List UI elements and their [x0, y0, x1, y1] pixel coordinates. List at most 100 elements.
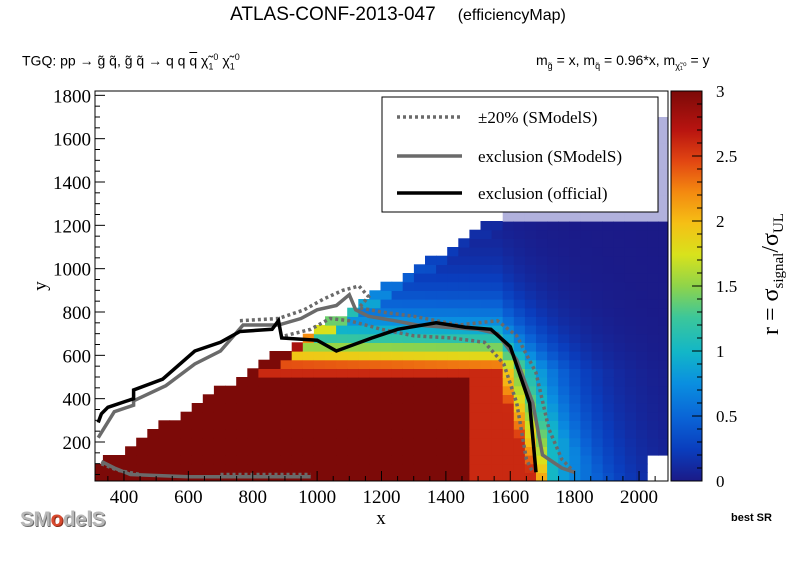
heatmap-cell: [258, 359, 271, 369]
heatmap-cell: [180, 446, 193, 456]
heatmap-cell: [158, 455, 171, 465]
heatmap-cell: [636, 394, 648, 404]
heatmap-cell: [191, 403, 204, 413]
heatmap-cell: [436, 325, 448, 335]
heatmap-cell: [158, 446, 171, 456]
heatmap-cell: [569, 403, 581, 413]
heatmap-cell: [302, 437, 315, 447]
heatmap-cell: [447, 325, 459, 335]
heatmap-cell: [336, 411, 348, 421]
heatmap-cell: [180, 463, 193, 473]
x-tick-label: 1200: [363, 487, 401, 508]
heatmap-cell: [169, 455, 182, 465]
heatmap-cell: [447, 385, 459, 395]
heatmap-cell: [302, 446, 315, 456]
heatmap-cell: [413, 403, 426, 413]
heatmap-cell: [436, 368, 448, 378]
heatmap-cell: [536, 472, 548, 481]
heatmap-cell: [413, 299, 426, 309]
heatmap-cell: [580, 299, 593, 309]
heatmap-cell: [513, 290, 526, 300]
y-tick-label: 200: [63, 433, 92, 454]
heatmap-cell: [447, 299, 459, 309]
y-tick-label: 1400: [53, 173, 91, 194]
heatmap-cell: [636, 446, 648, 456]
heatmap-cell: [524, 342, 537, 352]
heatmap-cell: [213, 463, 226, 473]
heatmap-cell: [469, 437, 482, 447]
heatmap-cell: [325, 446, 337, 456]
heatmap-cell: [202, 437, 215, 447]
heatmap-cell: [436, 472, 448, 481]
heatmap-cell: [447, 368, 459, 378]
y-tick-label: 600: [63, 346, 92, 367]
heatmap-cell: [258, 420, 271, 430]
heatmap-cell: [491, 229, 504, 239]
heatmap-cell: [347, 455, 359, 465]
heatmap-cell: [602, 255, 615, 265]
analysis-id: ATLAS-CONF-2013-047: [230, 4, 436, 25]
heatmap-cell: [280, 411, 293, 421]
heatmap-cell: [491, 403, 504, 413]
heatmap-cell: [624, 463, 637, 473]
heatmap-cell: [169, 437, 182, 447]
heatmap-cell: [547, 342, 559, 352]
heatmap-cell: [513, 437, 526, 447]
heatmap-cell: [225, 411, 237, 421]
heatmap-cell: [602, 307, 615, 317]
heatmap-cell: [369, 437, 382, 447]
heatmap-cell: [413, 455, 426, 465]
heatmap-cell: [602, 221, 615, 231]
heatmap-cell: [524, 273, 537, 283]
heatmap-cell: [558, 446, 570, 456]
heatmap-cell: [502, 247, 515, 257]
heatmap-cell: [358, 411, 370, 421]
heatmap-cell: [636, 247, 648, 257]
heatmap-cell: [191, 411, 204, 421]
heatmap-cell: [502, 273, 515, 283]
heatmap-cell: [369, 359, 382, 369]
heatmap-cell: [558, 411, 570, 421]
heatmap-cell: [602, 281, 615, 291]
heatmap-cell: [602, 212, 615, 222]
heatmap-cell: [447, 403, 459, 413]
heatmap-cell: [624, 238, 637, 248]
heatmap-cell: [391, 463, 404, 473]
heatmap-cell: [336, 377, 348, 387]
exclusion-official-line: [96, 316, 538, 473]
heatmap-cell: [402, 342, 415, 352]
heatmap-cell: [491, 307, 504, 317]
heatmap-cell: [580, 325, 593, 335]
heatmap-cell: [502, 472, 515, 481]
heatmap-cell: [658, 368, 668, 378]
heatmap-cell: [613, 463, 626, 473]
heatmap-cell: [569, 377, 581, 387]
heatmap-cell: [602, 351, 615, 361]
heatmap-cell: [236, 429, 248, 439]
heatmap-cell: [469, 455, 482, 465]
heatmap-cell: [269, 385, 282, 395]
heatmap-cell: [613, 359, 626, 369]
heatmap-cell: [580, 385, 593, 395]
heatmap-cell: [447, 377, 459, 387]
heatmap-cell: [369, 429, 382, 439]
heatmap-cell: [524, 359, 537, 369]
x-tick-label: 1400: [427, 487, 465, 508]
heatmap-cell: [369, 446, 382, 456]
heatmap-cell: [480, 429, 493, 439]
heatmap-cell: [469, 359, 482, 369]
heatmap-cell: [269, 403, 282, 413]
heatmap-cell: [402, 420, 415, 430]
heatmap-cell: [502, 221, 515, 231]
heatmap-cell: [291, 429, 304, 439]
heatmap-cell: [558, 221, 570, 231]
heatmap-cell: [447, 333, 459, 343]
heatmap-cell: [569, 359, 581, 369]
heatmap-cell: [447, 307, 459, 317]
heatmap-cell: [313, 394, 326, 404]
heatmap-cell: [236, 403, 248, 413]
heatmap-cell: [658, 195, 668, 205]
heatmap-cell: [202, 455, 215, 465]
heatmap-cell: [225, 394, 237, 404]
heatmap-cell: [602, 229, 615, 239]
